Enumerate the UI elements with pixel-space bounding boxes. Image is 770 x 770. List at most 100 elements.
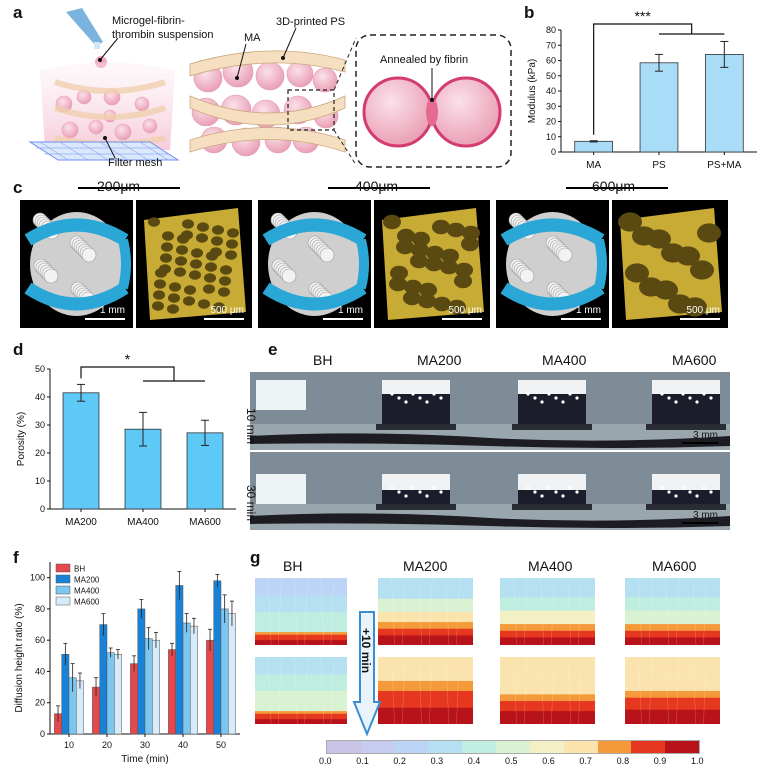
y-tick-label: 30 — [35, 420, 45, 430]
bar — [574, 140, 614, 153]
scale-bar-label: 500 μm — [686, 305, 720, 316]
x-tick-label: 20 — [102, 740, 112, 750]
y-tick-label: 40 — [35, 392, 45, 402]
bar — [62, 392, 100, 510]
bar — [182, 622, 191, 735]
x-tick-label: PS — [652, 160, 666, 171]
y-tick-label: 40 — [35, 666, 45, 676]
y-tick-label: 70 — [546, 40, 556, 50]
x-tick-label: MA — [586, 160, 601, 171]
filter-mesh-label: Filter mesh — [108, 157, 163, 169]
y-tick-label: 60 — [546, 56, 556, 66]
micro-ct-scaffold-image: 1 mm — [496, 200, 609, 328]
scale-bar — [682, 522, 718, 524]
significance-bracket — [593, 23, 693, 135]
bar — [144, 638, 153, 735]
modulus-chart: 0 10 20 30 40 50 60 70 80 MA PS PS+MA Modulus (kPa) *… — [527, 8, 757, 171]
colorbar — [326, 740, 700, 754]
diffusion-heatmap — [378, 657, 473, 724]
colorbar-segment — [394, 741, 429, 753]
x-tick-label: 40 — [178, 740, 188, 750]
y-tick-label: 30 — [546, 101, 556, 111]
header-rule-200 — [78, 187, 180, 189]
micro-ct-pore-image: 500 μm — [374, 200, 490, 328]
micro-ct-pore-image: 500 μm — [612, 200, 728, 328]
legend-swatch — [55, 585, 71, 595]
x-tick-label: MA200 — [65, 517, 97, 528]
bar — [168, 649, 176, 735]
panel-label-d: d — [13, 340, 24, 359]
scale-bar — [680, 318, 720, 320]
y-tick-label: 100 — [30, 573, 45, 583]
scale-bar-label: 1 mm — [576, 305, 601, 316]
time-arrow-icon — [352, 611, 382, 737]
diffusion-heatmap — [625, 578, 720, 645]
diffusion-photo: 3 mm — [250, 372, 730, 450]
bar — [137, 608, 146, 735]
colorbar-segment — [496, 741, 530, 753]
panel-label-b: b — [524, 3, 535, 22]
legend-swatch — [55, 563, 71, 573]
header-rule-400 — [328, 187, 430, 189]
e-row-10min: 10 min — [244, 408, 258, 445]
g-col-ma200: MA200 — [403, 558, 448, 574]
printed-ps-label: 3D-printed PS — [276, 16, 346, 28]
diffusion-heatmap — [500, 578, 595, 645]
diffusion-heatmap — [625, 657, 720, 724]
micro-ct-pore-image: 500 μm — [136, 200, 252, 328]
legend-label: MA600 — [74, 598, 100, 607]
bar — [61, 654, 70, 735]
x-tick-label: PS+MA — [707, 160, 742, 171]
colorbar-segment — [529, 741, 564, 753]
scale-bar — [682, 442, 718, 444]
e-col-ma600: MA600 — [672, 352, 717, 368]
ma-label: MA — [244, 32, 261, 44]
bar — [114, 654, 122, 735]
scale-bar — [323, 318, 363, 320]
g-col-ma400: MA400 — [528, 558, 573, 574]
bar — [228, 613, 236, 735]
colorbar-tick-label: 0.7 — [579, 756, 592, 766]
y-tick-label: 0 — [40, 729, 45, 739]
legend-swatch — [55, 574, 71, 584]
colorbar-segment — [665, 741, 699, 753]
annealed-label: Annealed by fibrin — [380, 54, 469, 66]
g-col-ma600: MA600 — [652, 558, 697, 574]
header-400um: 400μm — [355, 178, 399, 194]
scale-bar — [85, 318, 125, 320]
bar — [106, 652, 115, 735]
y-tick-label: 20 — [546, 117, 556, 127]
y-tick-label: 50 — [546, 71, 556, 81]
diffusion-heatmap — [378, 578, 473, 645]
colorbar-segment — [597, 741, 632, 753]
e-col-ma400: MA400 — [542, 352, 587, 368]
panel-label-f: f — [13, 548, 19, 567]
y-tick-label: 60 — [35, 635, 45, 645]
bar — [152, 639, 160, 735]
panel-label-a: a — [13, 3, 23, 22]
legend-label: BH — [74, 565, 85, 574]
time-arrow-label: +10 min — [359, 628, 373, 674]
y-tick-label: 10 — [35, 476, 45, 486]
colorbar-tick-label: 0.4 — [467, 756, 481, 766]
y-tick-label: 0 — [551, 147, 556, 157]
y-tick-label: 80 — [546, 25, 556, 35]
diffusion-photo: 3 mm — [250, 452, 730, 530]
y-tick-label: 80 — [35, 604, 45, 614]
micro-ct-scaffold-image: 1 mm — [258, 200, 371, 328]
colorbar-tick-label: 0.3 — [430, 756, 444, 766]
g-col-bh: BH — [283, 558, 303, 574]
scale-bar-label: 500 μm — [448, 305, 482, 316]
bar — [130, 663, 138, 735]
colorbar-tick-label: 0.9 — [653, 756, 667, 766]
y-tick-label: 10 — [546, 132, 556, 142]
colorbar-segment — [360, 741, 395, 753]
colorbar-tick-label: 0.1 — [356, 756, 369, 766]
y-tick-label: 20 — [35, 448, 45, 458]
bar — [175, 585, 184, 735]
legend-swatch — [55, 596, 71, 606]
colorbar-segment — [428, 741, 463, 753]
y-axis-label: Modulus (kPa) — [527, 59, 538, 123]
colorbar-tick-label: 1.0 — [691, 756, 704, 766]
bar — [206, 639, 214, 735]
